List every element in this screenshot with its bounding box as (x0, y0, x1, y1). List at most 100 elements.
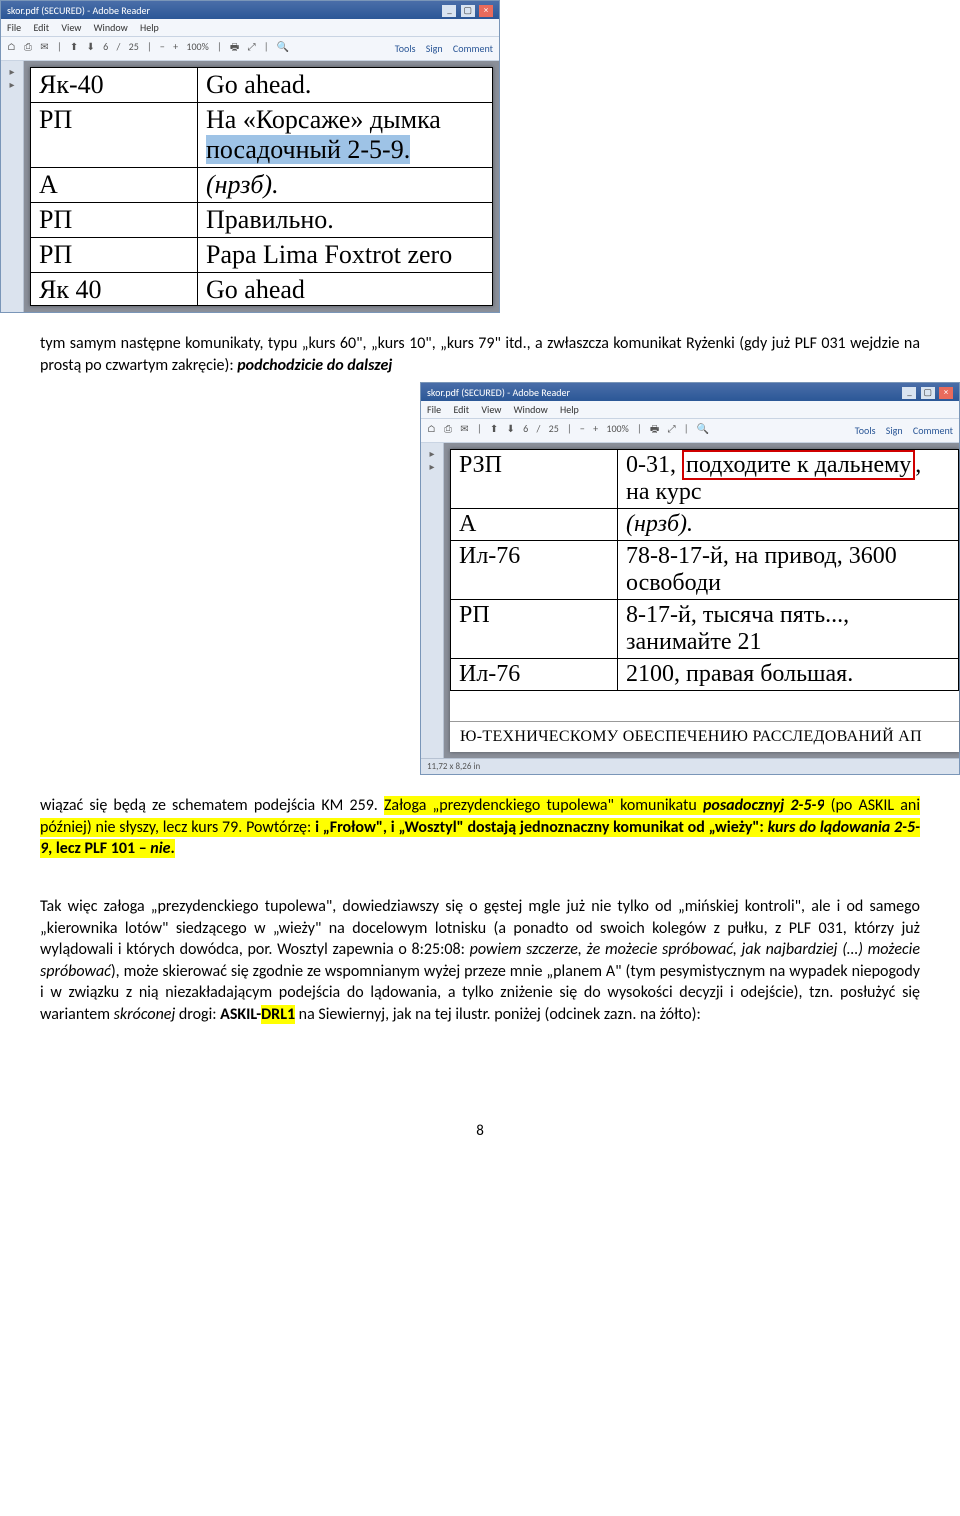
page-current[interactable]: 6 (103, 40, 108, 53)
sign-link[interactable]: Sign (426, 42, 443, 55)
fit-icon[interactable]: ⤢ (248, 40, 256, 53)
sep: | (567, 422, 572, 435)
page-up-icon[interactable]: ⬆ (490, 422, 498, 435)
close-button[interactable]: × (939, 387, 953, 399)
speaker-cell: Ил-76 (451, 541, 618, 600)
speaker-cell: РП (31, 203, 198, 238)
body-paragraph-1: tym samym następne komunikaty, typu „kur… (0, 319, 960, 382)
table-row: Як-40 Go ahead. (31, 68, 493, 103)
menu-edit[interactable]: Edit (453, 403, 469, 416)
highlighted-text: посадочный 2-5-9. (206, 135, 410, 164)
sep: | (684, 422, 689, 435)
speaker-cell: РП (31, 103, 198, 168)
menu-file[interactable]: File (7, 21, 21, 34)
text-cell: 2100, правая большая. (618, 659, 959, 691)
menu-help[interactable]: Help (140, 21, 159, 34)
menu-view[interactable]: View (481, 403, 501, 416)
adobe-reader-window-2: skor.pdf (SECURED) - Adobe Reader _ ▢ × … (420, 382, 960, 775)
text-segment: na Siewiernyj, jak na tej ilustr. poniże… (295, 1005, 701, 1024)
window-title: skor.pdf (SECURED) - Adobe Reader (427, 386, 570, 399)
view-icon[interactable]: 🖶 (650, 422, 659, 435)
maximize-button[interactable]: ▢ (921, 387, 935, 399)
mail-icon[interactable]: ✉ (40, 40, 48, 53)
window-buttons: _ ▢ × (440, 3, 493, 17)
page-sep: / (536, 422, 540, 435)
window-title: skor.pdf (SECURED) - Adobe Reader (7, 4, 150, 17)
text-cell: На «Корсаже» дымка посадочный 2-5-9. (198, 103, 493, 168)
table-row: РЗП 0-31, подходите к дальнему, на курс (451, 450, 959, 509)
thumbnails-sidebar[interactable]: ▸▸ (421, 443, 444, 758)
red-boxed-text: подходите к дальнему (682, 450, 915, 480)
minimize-button[interactable]: _ (442, 5, 456, 17)
menu-help[interactable]: Help (560, 403, 579, 416)
window-buttons: _ ▢ × (900, 385, 953, 399)
text-cell: 78-8-17-й, на привод, 3600 освободи (618, 541, 959, 600)
window-titlebar[interactable]: skor.pdf (SECURED) - Adobe Reader _ ▢ × (1, 1, 499, 19)
highlighted-bold-italic: nie (150, 839, 170, 858)
sign-link[interactable]: Sign (886, 424, 903, 437)
page-number: 8 (0, 1032, 960, 1160)
menu-edit[interactable]: Edit (33, 21, 49, 34)
page-total: 25 (129, 40, 139, 53)
home-icon[interactable]: ⌂ (7, 40, 16, 53)
speaker-cell: РЗП (451, 450, 618, 509)
bold-italic-text: podchodzicie do dalszej (237, 356, 392, 375)
body-paragraph-2: wiązać się będą ze schematem podejścia K… (0, 781, 960, 866)
text-segment: drogi: (175, 1005, 220, 1024)
menu-bar: File Edit View Window Help (421, 401, 959, 419)
page-total: 25 (549, 422, 559, 435)
zoom-level[interactable]: 100% (186, 40, 208, 53)
zoom-in-icon[interactable]: + (593, 422, 598, 435)
table-row: РП Papa Lima Foxtrot zero (31, 238, 493, 273)
speaker-cell: РП (31, 238, 198, 273)
table-row: РП На «Корсаже» дымка посадочный 2-5-9. (31, 103, 493, 168)
text-cell: Go ahead. (198, 68, 493, 103)
toolbar: ⌂ ⎙ ✉ | ⬆ ⬇ 6 / 25 | − + 100% | 🖶 ⤢ | 🔍 (421, 419, 959, 443)
table-row: РП 8-17-й, тысяча пять..., занимайте 21 (451, 600, 959, 659)
pdf-page: РЗП 0-31, подходите к дальнему, на курс … (450, 449, 959, 752)
window-titlebar[interactable]: skor.pdf (SECURED) - Adobe Reader _ ▢ × (421, 383, 959, 401)
thumbnails-sidebar[interactable]: ▸▸ (1, 61, 24, 312)
zoom-level[interactable]: 100% (606, 422, 628, 435)
text-segment: 0-31, (626, 452, 682, 478)
page-up-icon[interactable]: ⬆ (70, 40, 78, 53)
page-down-icon[interactable]: ⬇ (506, 422, 514, 435)
print-icon[interactable]: ⎙ (444, 422, 452, 435)
maximize-button[interactable]: ▢ (461, 5, 475, 17)
page-down-icon[interactable]: ⬇ (86, 40, 94, 53)
fit-icon[interactable]: ⤢ (668, 422, 676, 435)
tools-link[interactable]: Tools (395, 42, 416, 55)
comment-link[interactable]: Comment (453, 42, 493, 55)
pdf-page: Як-40 Go ahead. РП На «Корсаже» дымка по… (30, 67, 493, 306)
speaker-cell: Як 40 (31, 273, 198, 306)
view-icon[interactable]: 🖶 (230, 40, 239, 53)
print-icon[interactable]: ⎙ (24, 40, 32, 53)
minimize-button[interactable]: _ (902, 387, 916, 399)
menu-view[interactable]: View (61, 21, 81, 34)
home-icon[interactable]: ⌂ (427, 422, 436, 435)
zoom-in-icon[interactable]: + (173, 40, 178, 53)
text-cell: (нрзб). (618, 509, 959, 541)
table-row: РП Правильно. (31, 203, 493, 238)
table-row: Як 40 Go ahead (31, 273, 493, 306)
text-segment: tym samym następne komunikaty, typu „kur… (40, 334, 920, 375)
zoom-out-icon[interactable]: − (160, 40, 165, 53)
text-cell: Go ahead (198, 273, 493, 306)
mail-icon[interactable]: ✉ (460, 422, 468, 435)
search-icon[interactable]: 🔍 (697, 422, 709, 435)
toolbar: ⌂ ⎙ ✉ | ⬆ ⬇ 6 / 25 | − + 100% | 🖶 ⤢ | 🔍 (1, 37, 499, 61)
tools-link[interactable]: Tools (855, 424, 876, 437)
comment-link[interactable]: Comment (913, 424, 953, 437)
close-button[interactable]: × (479, 5, 493, 17)
highlighted-text: Powtórzę: (242, 818, 315, 837)
menu-file[interactable]: File (427, 403, 441, 416)
zoom-out-icon[interactable]: − (580, 422, 585, 435)
page-current[interactable]: 6 (523, 422, 528, 435)
highlighted-bold-italic: posadocznyj 2-5-9 (703, 796, 825, 815)
table-row: А (нрзб). (31, 168, 493, 203)
table-row: А (нрзб). (451, 509, 959, 541)
menu-window[interactable]: Window (94, 21, 128, 34)
menu-window[interactable]: Window (514, 403, 548, 416)
search-icon[interactable]: 🔍 (277, 40, 289, 53)
highlighted-bold: DRL1 (261, 1005, 295, 1024)
